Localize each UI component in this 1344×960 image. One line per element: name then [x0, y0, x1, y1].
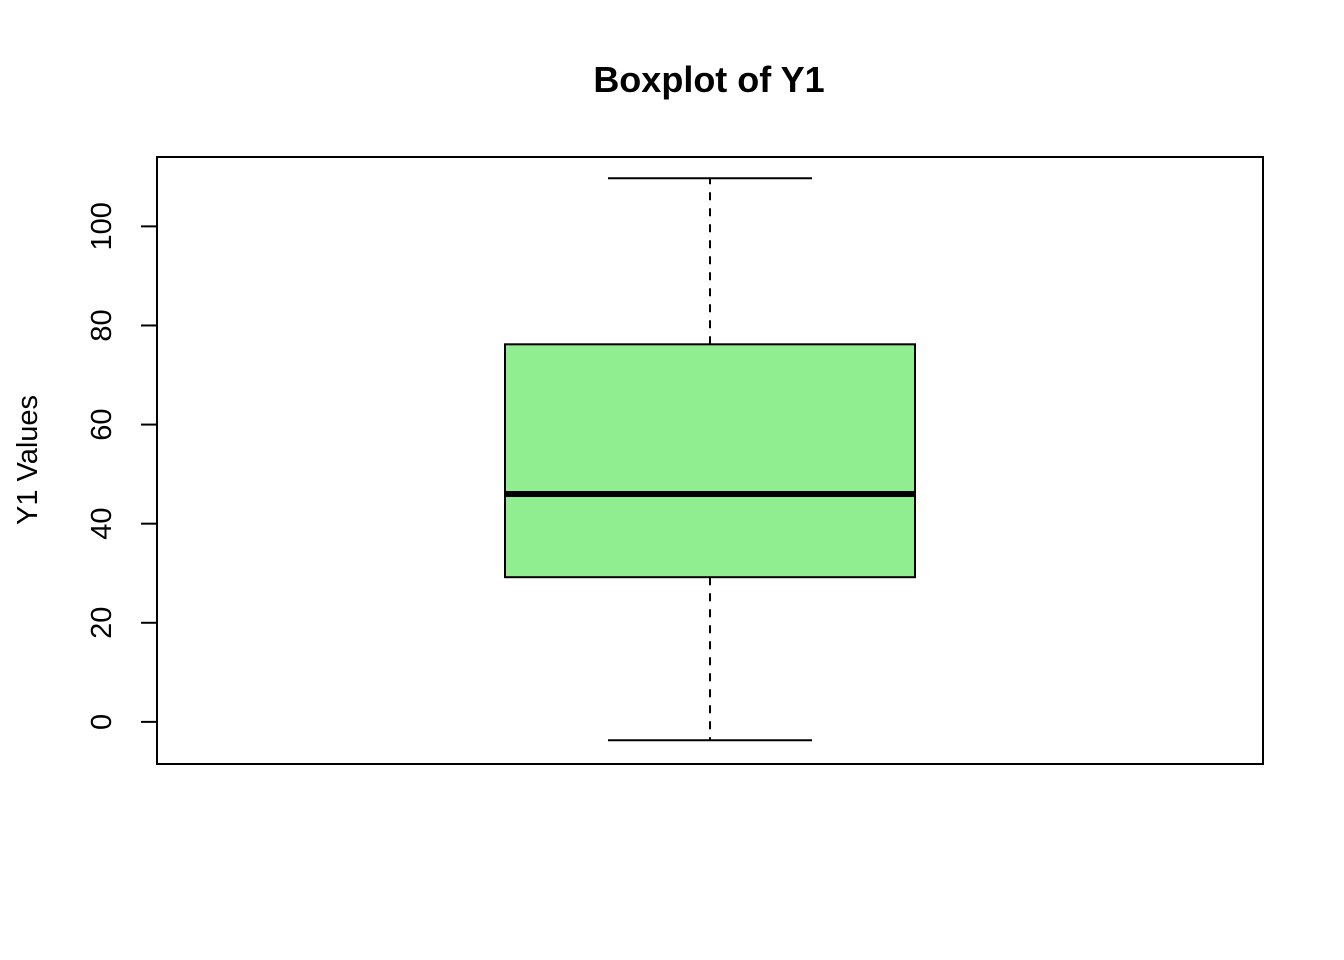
- chart-title: Boxplot of Y1: [593, 59, 824, 100]
- y-axis: 0 20 40 60 80 100: [86, 202, 158, 730]
- y-axis-label: Y1 Values: [12, 395, 44, 525]
- y-tick-label: 0: [86, 714, 118, 730]
- box-group: [504, 177, 916, 742]
- y-tick-label: 100: [86, 202, 118, 250]
- y-tick-label: 40: [86, 508, 118, 540]
- y-tick-label: 60: [86, 408, 118, 440]
- y-tick-label: 20: [86, 607, 118, 639]
- y-tick-label: 80: [86, 309, 118, 341]
- interquartile-box: [504, 343, 916, 579]
